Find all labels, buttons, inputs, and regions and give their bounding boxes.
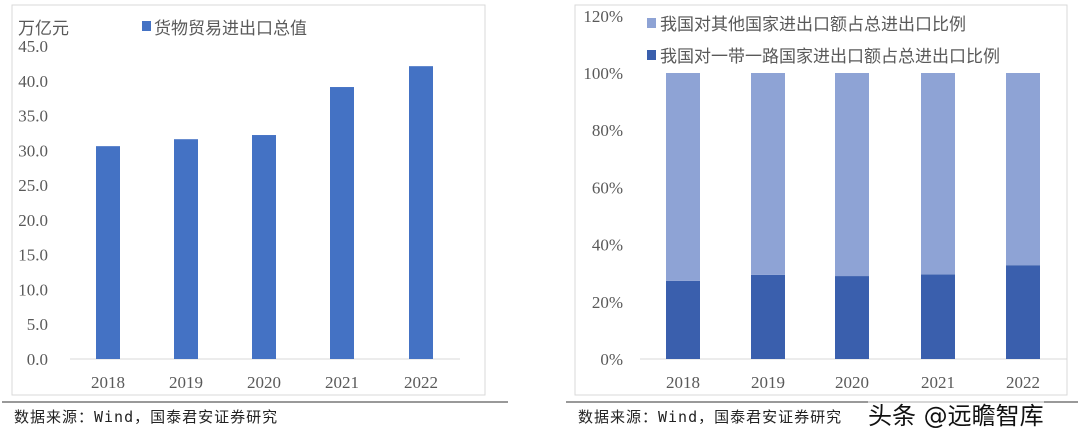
- bar-2018: [96, 146, 120, 359]
- y-tick-label: 100%: [583, 64, 623, 83]
- watermark: 头条 @远瞻智库: [868, 396, 1044, 431]
- bar-2019: [174, 139, 198, 359]
- y-tick-label: 45.0: [18, 37, 48, 56]
- bar-2021-other: [921, 73, 955, 275]
- legend-label: 我国对一带一路国家进出口额占总进出口比例: [660, 47, 1000, 67]
- legend-label: 货物贸易进出口总值: [154, 19, 307, 39]
- bar-2022-other: [1006, 73, 1040, 266]
- bar-2018-belt-road: [666, 280, 700, 359]
- x-tick-label: 2022: [1006, 373, 1040, 392]
- y-tick-label: 80%: [592, 121, 623, 140]
- legend-swatch: [142, 21, 151, 31]
- x-tick-label: 2018: [91, 373, 125, 392]
- chart-frame-left: [11, 4, 486, 396]
- bar-2022-belt-road: [1006, 265, 1040, 359]
- legend-swatch: [647, 50, 656, 60]
- bar-2018-other: [666, 73, 700, 281]
- x-tick-label: 2018: [666, 373, 700, 392]
- source-note-right: 数据来源：Wind，国泰君安证券研究: [578, 408, 843, 426]
- y-tick-label: 20.0: [18, 211, 48, 230]
- y-unit-label: 万亿元: [18, 19, 69, 39]
- y-tick-label: 40.0: [18, 72, 48, 91]
- x-tick-label: 2021: [921, 373, 955, 392]
- bar-2019-belt-road: [751, 274, 785, 359]
- y-tick-label: 15.0: [18, 246, 48, 265]
- y-tick-label: 40%: [592, 236, 623, 255]
- bar-2021: [330, 87, 354, 359]
- x-tick-label: 2019: [751, 373, 785, 392]
- x-tick-label: 2022: [404, 373, 438, 392]
- bar-2022: [409, 66, 433, 359]
- bar-2020-other: [835, 73, 869, 277]
- y-tick-label: 10.0: [18, 280, 48, 299]
- y-tick-label: 30.0: [18, 141, 48, 160]
- chart-frame-right: [574, 4, 1068, 396]
- x-tick-label: 2020: [835, 373, 869, 392]
- bar-2019-other: [751, 73, 785, 275]
- x-tick-label: 2021: [325, 373, 359, 392]
- y-tick-label: 25.0: [18, 176, 48, 195]
- y-tick-label: 5.0: [27, 315, 48, 334]
- legend-label: 我国对其他国家进出口额占总进出口比例: [660, 15, 966, 35]
- y-tick-label: 0.0: [27, 350, 48, 369]
- y-tick-label: 60%: [592, 178, 623, 197]
- y-tick-label: 120%: [583, 7, 623, 26]
- y-tick-label: 35.0: [18, 107, 48, 126]
- bar-2020: [252, 135, 276, 359]
- bar-2021-belt-road: [921, 274, 955, 359]
- bar-2020-belt-road: [835, 276, 869, 359]
- legend-swatch: [647, 18, 656, 28]
- x-tick-label: 2019: [169, 373, 203, 392]
- x-tick-label: 2020: [247, 373, 281, 392]
- y-tick-label: 0%: [600, 350, 623, 369]
- source-note-left: 数据来源：Wind，国泰君安证券研究: [14, 408, 279, 426]
- y-tick-label: 20%: [592, 293, 623, 312]
